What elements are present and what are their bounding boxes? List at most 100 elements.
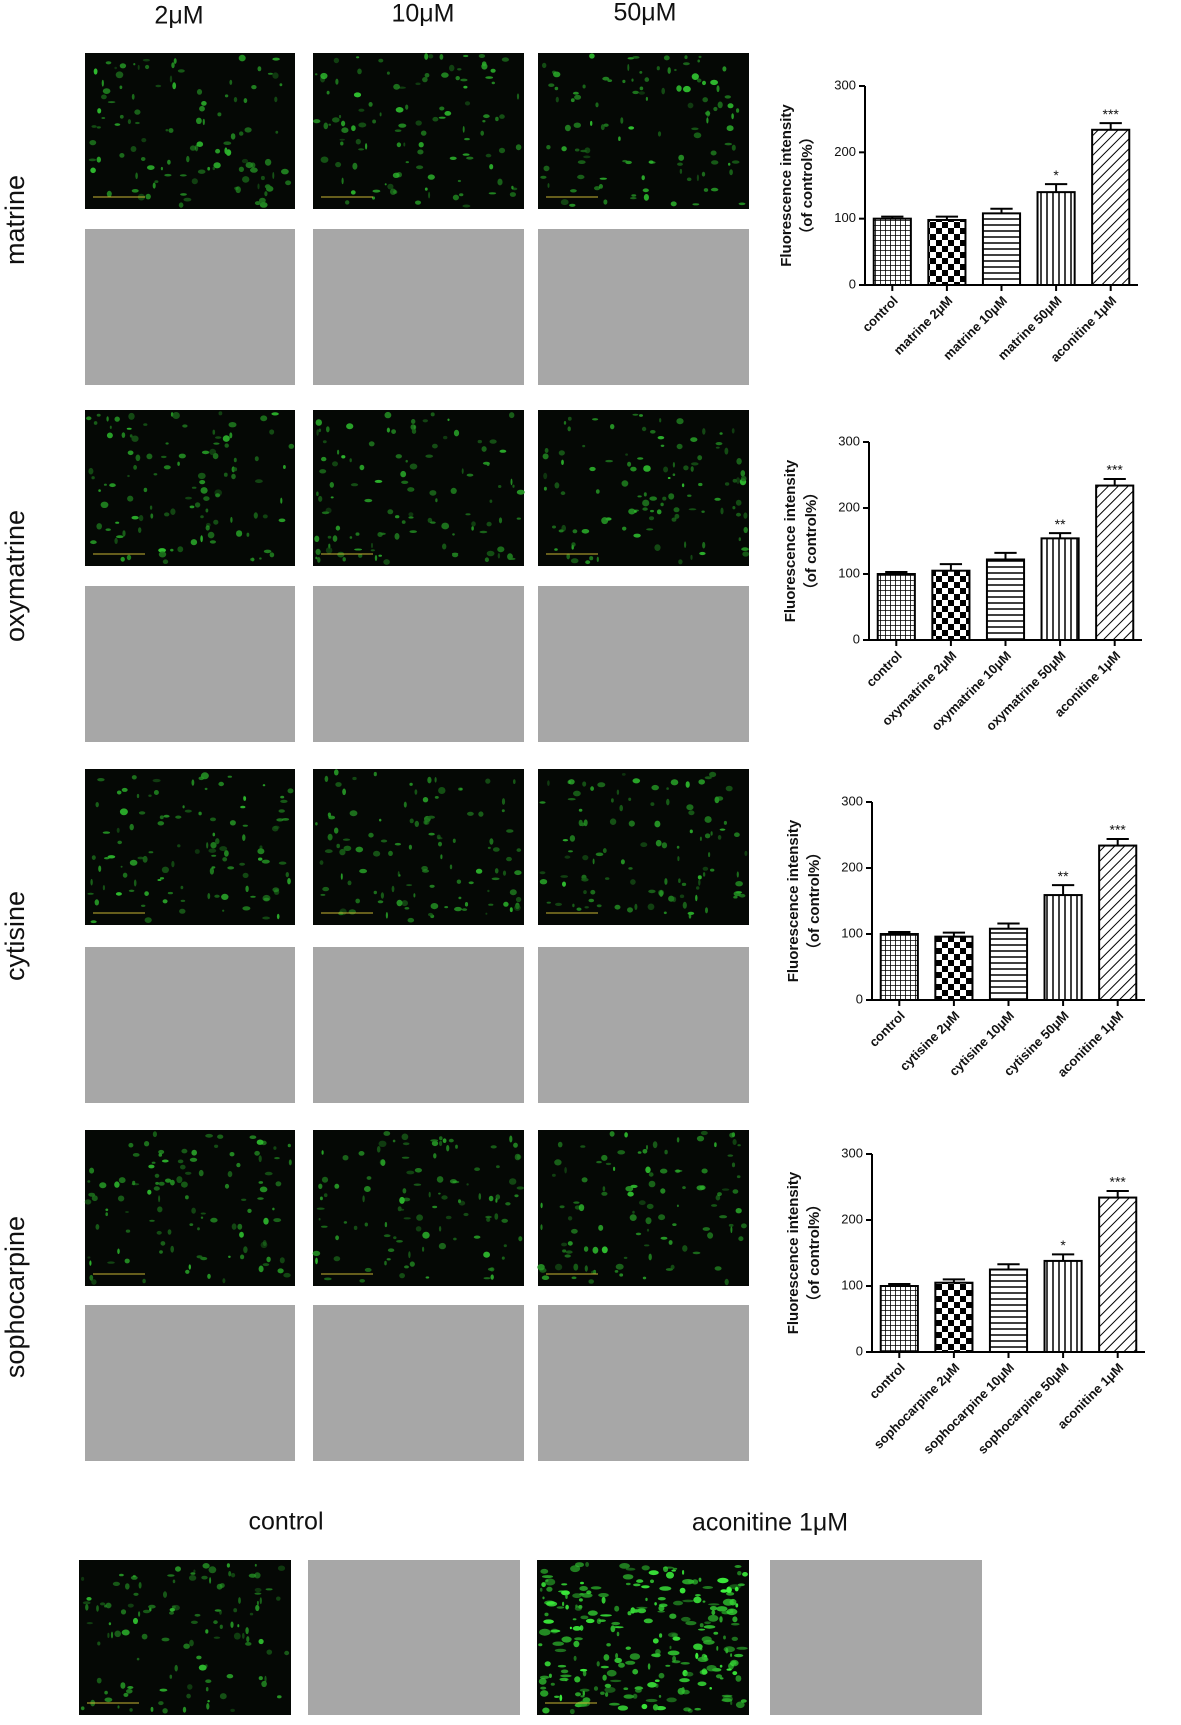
cell (660, 1236, 668, 1240)
cell (115, 892, 122, 896)
cell (183, 197, 192, 202)
cell (539, 1675, 550, 1680)
cell (462, 153, 470, 156)
cell (120, 1682, 126, 1689)
cell (722, 66, 727, 72)
cell (250, 167, 258, 173)
cell (455, 76, 460, 81)
cell (719, 828, 726, 831)
y-tick-label: 100 (841, 1277, 863, 1292)
cell (715, 1194, 721, 1201)
cell (678, 154, 685, 161)
cell (391, 885, 395, 893)
cell (119, 1573, 124, 1577)
cell (723, 1635, 726, 1640)
cell (264, 184, 271, 189)
cell (279, 83, 283, 87)
cell (409, 530, 418, 533)
cell (572, 91, 579, 95)
cell (731, 1636, 738, 1641)
cell (546, 1586, 553, 1592)
cell (666, 787, 669, 790)
fluorescence-image (538, 410, 749, 566)
cell (257, 183, 260, 190)
cell (163, 814, 170, 818)
cell (687, 494, 692, 497)
cell (627, 907, 633, 913)
y-tick-label: 300 (834, 77, 856, 92)
cell (185, 1171, 192, 1175)
cell (614, 904, 621, 910)
cell (224, 443, 229, 448)
y-tick-label: 100 (841, 925, 863, 940)
cell (126, 1689, 133, 1694)
cell (464, 137, 470, 141)
cell (631, 78, 634, 82)
cell (115, 521, 120, 524)
cell (338, 114, 342, 119)
cell (264, 158, 272, 166)
cell (212, 453, 219, 460)
cell (548, 1673, 552, 1679)
cell (441, 1195, 448, 1200)
cell (248, 1573, 257, 1578)
cell (428, 191, 431, 199)
cell (697, 1656, 709, 1662)
cell (183, 1643, 190, 1649)
cell (132, 1180, 136, 1186)
cell (678, 559, 683, 565)
cell (408, 516, 414, 519)
cell (219, 1693, 227, 1700)
cell (273, 1218, 282, 1223)
cell (131, 515, 139, 520)
cell (384, 183, 387, 186)
cell (698, 1577, 702, 1582)
cell (86, 1597, 92, 1601)
cell (334, 1183, 340, 1189)
cell (170, 1245, 174, 1253)
cell (636, 1606, 648, 1609)
cell (121, 432, 126, 438)
cell (559, 1677, 569, 1682)
cell (262, 916, 270, 920)
cell (238, 166, 244, 172)
cell (719, 1664, 723, 1668)
cell (731, 144, 736, 151)
cell (605, 459, 613, 463)
cell (201, 450, 210, 455)
cell (374, 555, 378, 561)
cell (564, 1254, 571, 1258)
cell (676, 443, 683, 450)
cell (485, 1215, 492, 1219)
cell (394, 129, 402, 132)
cell (322, 440, 327, 444)
cell (713, 1631, 719, 1635)
cell (125, 1583, 130, 1590)
bar (1040, 537, 1080, 641)
cell (319, 469, 327, 474)
brightfield-image (538, 947, 749, 1103)
cell (191, 1149, 197, 1156)
cell (178, 453, 186, 459)
cell (481, 63, 488, 70)
cell (739, 893, 746, 898)
cell (318, 428, 322, 433)
cell (438, 1192, 441, 1195)
cell (354, 548, 363, 551)
cell (730, 1226, 733, 1234)
cell (207, 893, 211, 900)
cell (153, 1186, 160, 1191)
cell (163, 1591, 167, 1598)
cell (648, 1172, 654, 1177)
cell (642, 499, 650, 507)
cell (539, 1587, 543, 1592)
cell (557, 1664, 567, 1668)
fluorescence-image (85, 53, 295, 209)
cell (648, 889, 656, 894)
cell (364, 1222, 368, 1227)
cell (495, 1198, 498, 1203)
cell (262, 1240, 267, 1246)
cell (167, 1229, 172, 1235)
cell (162, 1708, 168, 1714)
cell (672, 1636, 681, 1641)
